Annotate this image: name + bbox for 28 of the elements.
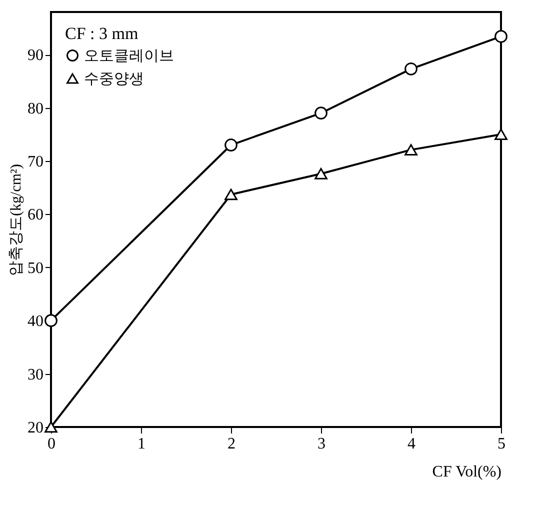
point xyxy=(404,62,418,76)
point xyxy=(44,314,58,328)
y-tick-label: 50 xyxy=(28,260,44,277)
x-tick-label: 3 xyxy=(318,436,326,452)
y-tick-label: 70 xyxy=(28,153,44,170)
y-tick-label: 30 xyxy=(28,366,44,384)
point xyxy=(494,30,508,43)
legend-label: 오토클레이브 xyxy=(84,48,174,64)
x-tick-label: 1 xyxy=(138,436,146,452)
point xyxy=(314,168,328,180)
y-tick-label: 60 xyxy=(28,206,44,224)
legend-label: 수중양생 xyxy=(84,72,144,88)
y-tick-label: 90 xyxy=(28,47,44,64)
x-axis-title: CF Vol(%) xyxy=(432,464,502,480)
y-tick-label: 80 xyxy=(28,100,44,118)
x-tick-label: 4 xyxy=(408,436,416,452)
y-tick-label: 40 xyxy=(28,313,44,330)
point xyxy=(314,106,328,120)
y-axis-title: 압축강도(kg/cm²) xyxy=(8,164,24,276)
x-tick-label: 0 xyxy=(48,436,56,452)
point xyxy=(404,144,418,156)
point xyxy=(494,128,508,140)
legend-title: CF : 3 mm xyxy=(65,24,138,43)
y-tick-label: 20 xyxy=(28,420,44,436)
x-tick-label: 2 xyxy=(228,436,236,452)
point xyxy=(224,138,238,152)
point xyxy=(224,188,238,200)
x-tick-label: 5 xyxy=(498,436,506,452)
